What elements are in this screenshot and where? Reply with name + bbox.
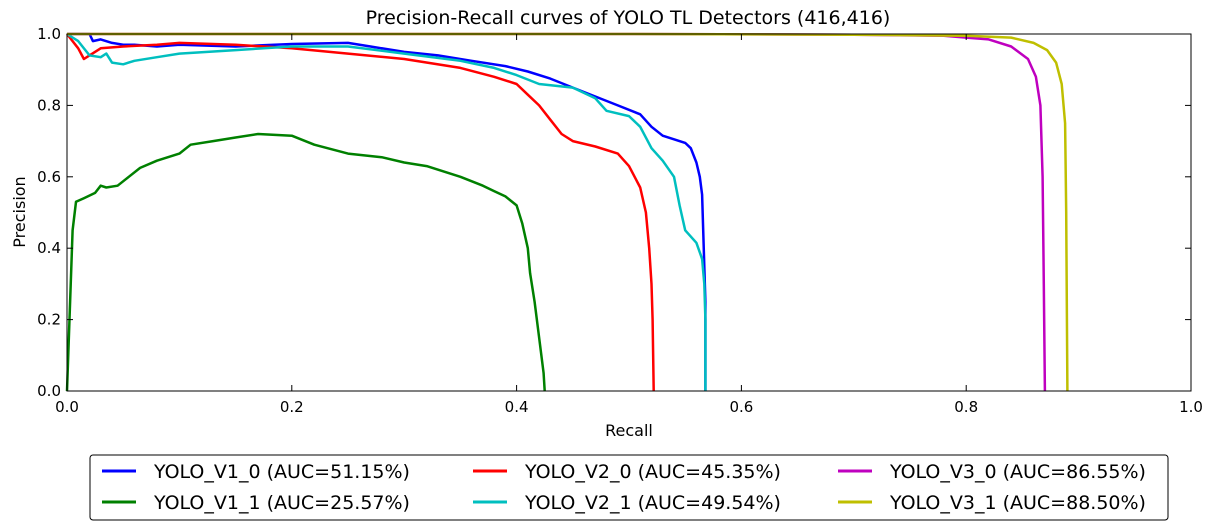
x-tick-label: 0.4 xyxy=(505,398,529,416)
x-tick-label: 0.2 xyxy=(280,398,304,416)
legend-label-4: YOLO_V2_1 (AUC=49.54%) xyxy=(524,492,781,514)
x-tick-label: 0.6 xyxy=(729,398,753,416)
y-axis-title: Precision xyxy=(10,176,29,247)
series-line-5 xyxy=(67,32,1047,392)
series-line-2 xyxy=(65,132,546,392)
y-tick-label: 1.0 xyxy=(37,25,61,43)
legend-label-5: YOLO_V3_0 (AUC=86.55%) xyxy=(889,461,1146,483)
y-tick-label: 0.2 xyxy=(37,311,61,329)
y-tick-label: 0.8 xyxy=(37,96,61,114)
legend-label-3: YOLO_V2_0 (AUC=45.35%) xyxy=(524,461,781,483)
series-line-3 xyxy=(66,33,655,392)
y-tick-label: 0.0 xyxy=(37,382,61,400)
legend-label-6: YOLO_V3_1 (AUC=88.50%) xyxy=(889,492,1146,514)
y-tick-label: 0.6 xyxy=(37,168,61,186)
series-layer xyxy=(65,32,1069,392)
chart-title: Precision-Recall curves of YOLO TL Detec… xyxy=(366,7,891,29)
legend-label-1: YOLO_V1_0 (AUC=51.15%) xyxy=(153,461,410,483)
x-tick-label: 0.8 xyxy=(954,398,978,416)
legend: YOLO_V1_0 (AUC=51.15%) YOLO_V1_1 (AUC=25.… xyxy=(89,454,1169,521)
series-line-4 xyxy=(66,32,707,391)
plot-frame xyxy=(66,33,1192,392)
legend-box xyxy=(89,454,1169,521)
x-tick-label: 1.0 xyxy=(1179,398,1203,416)
tick-layer: 0.0 0.2 0.4 0.6 0.8 1.0 0.0 0.2 0.4 0.6 0.8 1.0 xyxy=(37,25,1203,416)
series-line-1 xyxy=(67,32,707,391)
series-line-6 xyxy=(67,32,1069,392)
legend-label-2: YOLO_V1_1 (AUC=25.57%) xyxy=(153,492,410,514)
x-tick-label: 0.0 xyxy=(55,398,79,416)
x-axis-title: Recall xyxy=(605,421,653,440)
y-tick-label: 0.4 xyxy=(37,239,61,257)
